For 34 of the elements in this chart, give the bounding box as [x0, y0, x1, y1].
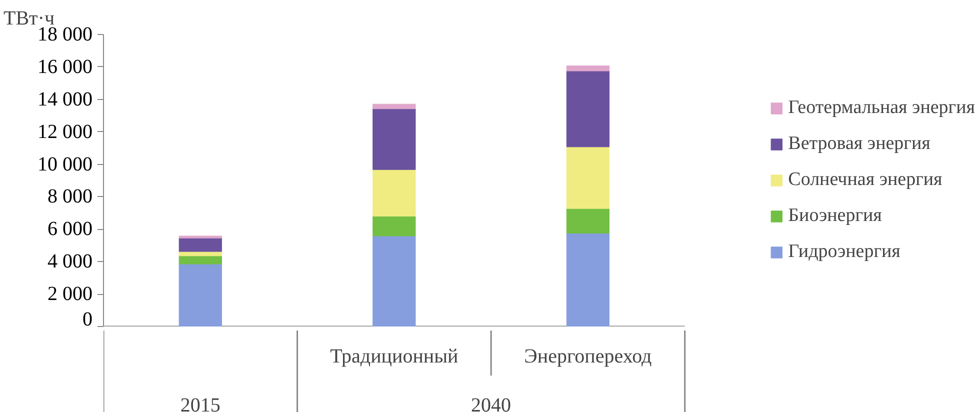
bar [566, 208, 610, 234]
bar [178, 251, 222, 256]
y-tick-label: 16 000 [38, 56, 92, 78]
bar [178, 236, 222, 238]
x-tick-label: Традиционный [330, 346, 459, 368]
bar [372, 236, 416, 326]
y-tick-label: 2 000 [48, 283, 92, 306]
y-tick-label: 6 000 [48, 218, 92, 240]
bar [372, 216, 416, 236]
legend-label: Гидроэнергия [788, 241, 900, 263]
bar [566, 70, 610, 148]
legend-label: Солнечная энергия [788, 169, 942, 191]
legend-label: Биоэнергия [788, 205, 882, 227]
bar [566, 232, 610, 326]
bar [566, 66, 610, 72]
y-tick-label: 14 000 [38, 88, 92, 110]
bar [372, 104, 416, 110]
y-tick-label: 10 000 [38, 153, 92, 176]
bar [372, 108, 416, 170]
y-tick-label: 0 [82, 308, 92, 330]
legend-label: Геотермальная энергия [788, 97, 975, 119]
bar [178, 264, 222, 326]
bar [372, 169, 416, 216]
x-tick-label: Энергопереход [524, 346, 652, 368]
bar [178, 256, 222, 264]
text: 2040 [471, 394, 512, 412]
bar [178, 238, 222, 252]
text: 2015 [180, 394, 220, 412]
y-tick-label: 12 000 [38, 120, 92, 143]
y-tick-label: 4 000 [48, 250, 92, 273]
bar [566, 146, 610, 209]
y-tick-label: 18 000 [38, 24, 92, 46]
y-tick-label: 8 000 [48, 186, 92, 208]
legend-label: Ветровая энергия [788, 133, 930, 155]
